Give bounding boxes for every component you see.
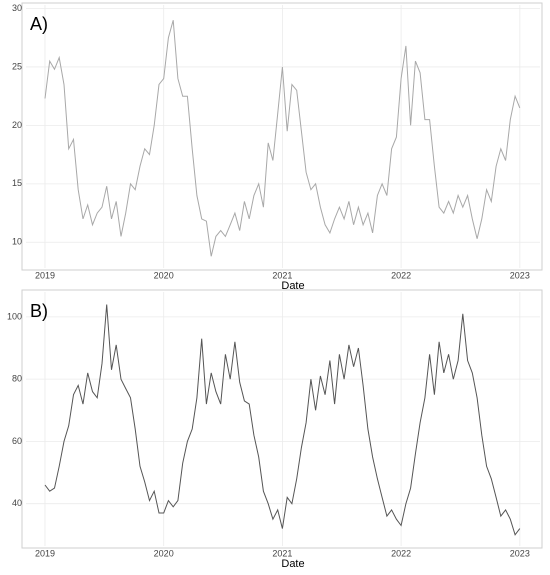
y-tick-label: 10	[12, 237, 22, 247]
y-tick-label: 80	[12, 374, 22, 384]
data-line	[44, 304, 521, 536]
x-tick-label: 2022	[391, 270, 411, 280]
panel-border	[21, 289, 543, 549]
y-tick-label: 60	[12, 436, 22, 446]
data-line	[44, 20, 521, 257]
x-tick-label: 2022	[391, 548, 411, 558]
x-tick-label: 2023	[510, 548, 530, 558]
x-tick-label: 2020	[154, 270, 174, 280]
x-tick-label: 2019	[35, 548, 55, 558]
x-tick-label: 2021	[272, 548, 292, 558]
y-tick-label: 15	[12, 178, 22, 188]
x-tick-label: 2019	[35, 270, 55, 280]
x-tick-label: 2021	[272, 270, 292, 280]
panel-border	[21, 2, 543, 271]
x-axis-label: Date	[281, 558, 304, 570]
panel-label: B)	[30, 301, 48, 321]
y-tick-label: 25	[12, 61, 22, 71]
x-tick-label: 2020	[154, 548, 174, 558]
y-tick-label: 100	[7, 311, 22, 321]
y-tick-label: 20	[12, 120, 22, 130]
y-tick-label: 40	[12, 498, 22, 508]
y-tick-label: 30	[12, 3, 22, 13]
panel-label: A)	[30, 14, 48, 34]
x-axis-label: Date	[281, 280, 304, 292]
x-tick-label: 2023	[510, 270, 530, 280]
